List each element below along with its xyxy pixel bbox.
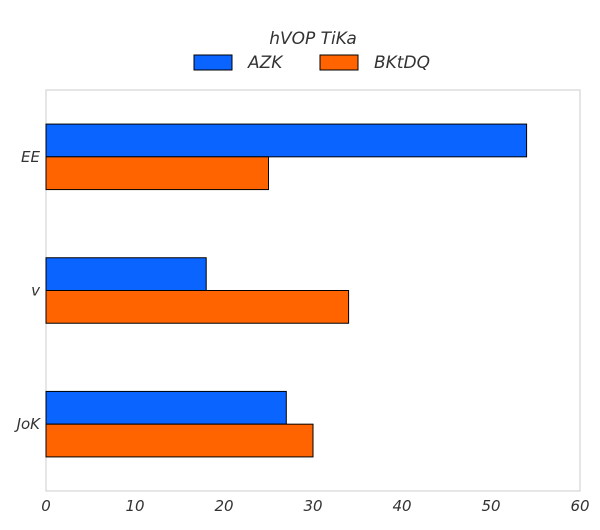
x-tick-label-30: 30 <box>303 497 322 515</box>
bar-v-azk <box>45 257 207 292</box>
x-tick-label-40: 40 <box>392 497 411 515</box>
y-tick-label-v: v <box>31 282 41 300</box>
x-tick-label-10: 10 <box>125 497 144 515</box>
x-tick-label-50: 50 <box>481 497 500 515</box>
legend-swatch-azk <box>193 54 233 71</box>
x-tick-label-0: 0 <box>41 497 51 515</box>
x-tick-label-20: 20 <box>214 497 233 515</box>
bar-ee-bktdq <box>45 156 269 191</box>
y-tick-label-ee: EE <box>21 148 40 166</box>
legend-title: hVOP TiKa <box>269 29 357 49</box>
y-tick-label-jok: JoK <box>14 415 42 433</box>
plot-area: EE v JoK 0 10 20 30 40 50 60 <box>14 89 590 515</box>
bar-v-bktdq <box>45 290 350 324</box>
bar-jok-azk <box>45 390 287 425</box>
bar-ee-azk <box>45 123 528 158</box>
legend-label-bktdq: BKtDQ <box>374 53 430 73</box>
legend-label-azk: AZK <box>247 53 284 73</box>
legend-swatch-bktdq <box>319 54 359 71</box>
bar-jok-bktdq <box>45 423 314 458</box>
x-tick-label-60: 60 <box>570 497 589 515</box>
legend: hVOP TiKa AZK BKtDQ <box>193 29 430 73</box>
